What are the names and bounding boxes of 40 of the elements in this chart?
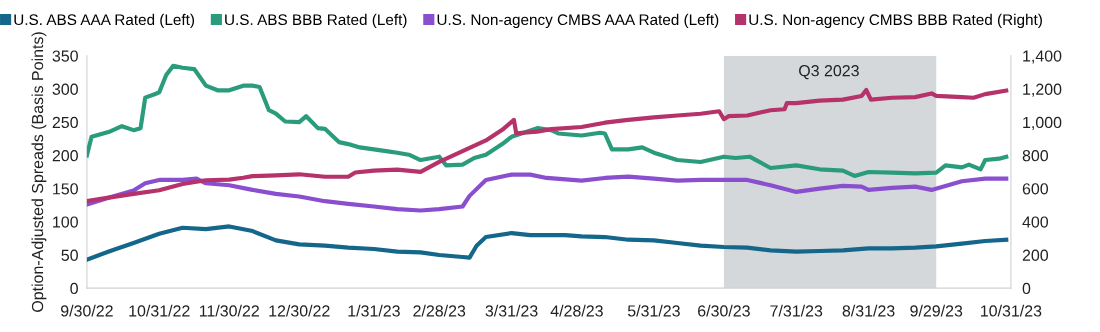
x-tick-label: 3/31/23 xyxy=(485,304,538,317)
x-tick-label: 8/31/23 xyxy=(842,304,895,317)
legend-label: U.S. ABS AAA Rated (Left) xyxy=(14,13,195,29)
x-tick-label: 4/28/23 xyxy=(550,304,603,317)
line-series xyxy=(86,172,1009,213)
x-tick-label: 11/30/22 xyxy=(199,304,259,317)
x-tick-label: 9/29/23 xyxy=(910,304,963,317)
y2-tick-label: 0 xyxy=(1022,282,1031,295)
y-tick-label: 0 xyxy=(70,282,78,295)
line-series xyxy=(86,224,1009,262)
x-tick-label: 12/30/22 xyxy=(269,304,330,317)
x-tick-label: 9/30/22 xyxy=(61,304,113,317)
y2-tick-label: 600 xyxy=(1022,183,1049,195)
y-axis-title: Option-Adjusted Spreads (Basis Points) xyxy=(31,32,47,312)
y2-tick-label: 400 xyxy=(1022,216,1049,228)
line-series xyxy=(86,87,1009,204)
y2-tick-label: 200 xyxy=(1022,249,1049,261)
legend-label: U.S. Non-agency CMBS AAA Rated (Left) xyxy=(437,13,719,29)
legend-label: U.S. Non-agency CMBS BBB Rated (Right) xyxy=(749,13,1042,29)
y-tick-label: 250 xyxy=(52,116,78,129)
y2-tick-label: 800 xyxy=(1022,150,1049,162)
y2-tick-label: 1,200 xyxy=(1023,83,1062,97)
x-tick-label: 7/31/23 xyxy=(770,304,823,317)
x-tick-label: 2/28/23 xyxy=(413,304,466,317)
y-tick-label: 300 xyxy=(52,83,78,95)
x-tick-label: 10/31/23 xyxy=(981,304,1042,317)
band-label: Q3 2023 xyxy=(799,65,859,80)
y-tick-label: 200 xyxy=(52,150,78,162)
y-tick-label: 50 xyxy=(61,249,78,261)
y2-tick-label: 1,000 xyxy=(1023,116,1062,131)
x-tick-label: 6/30/23 xyxy=(698,304,750,317)
line-series xyxy=(86,63,1009,179)
x-tick-label: 1/31/23 xyxy=(348,304,400,317)
y2-tick-label: 1,400 xyxy=(1023,50,1062,64)
y-tick-label: 350 xyxy=(52,50,78,62)
x-tick-label: 5/31/23 xyxy=(627,304,680,317)
legend-label: U.S. ABS BBB Rated (Left) xyxy=(225,13,407,29)
y-tick-label: 150 xyxy=(53,183,78,195)
x-tick-label: 10/31/22 xyxy=(129,304,190,317)
y-tick-label: 100 xyxy=(53,216,78,228)
